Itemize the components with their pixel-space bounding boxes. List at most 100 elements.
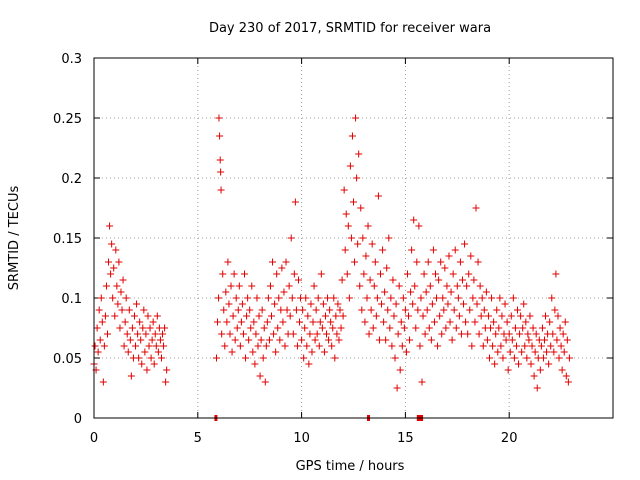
data-point [390,312,398,320]
data-point [334,300,342,308]
data-point [374,192,382,200]
data-point [292,306,300,314]
data-point [559,330,567,338]
data-point [396,366,404,374]
data-point [477,312,485,320]
data-point [353,174,361,182]
data-point [321,312,329,320]
data-point [117,288,125,296]
data-point [421,330,429,338]
data-point [437,258,445,266]
data-point [256,372,264,380]
data-point [275,294,283,302]
data-point [538,324,546,332]
data-point [110,264,118,272]
data-point [546,318,554,326]
x-tick-label: 0 [90,431,98,446]
data-point [232,294,240,302]
data-point [475,330,483,338]
data-point [237,318,245,326]
data-point [470,276,478,284]
data-point [344,222,352,230]
data-point [339,312,347,320]
y-tick-label: 0.25 [53,112,82,127]
data-point [539,354,547,362]
data-point [399,294,407,302]
data-point [333,330,341,338]
y-tick-label: 0.15 [53,232,82,247]
data-point [105,258,113,266]
data-point [248,282,256,290]
data-point [222,288,230,296]
data-point [473,300,481,308]
data-point [230,270,238,278]
data-point [525,336,533,344]
data-point [386,324,394,332]
data-point [93,324,101,332]
data-point [159,330,167,338]
data-point [305,360,313,368]
data-point [267,312,275,320]
data-point [502,336,510,344]
data-point [109,294,117,302]
data-point [532,330,540,338]
data-point [106,222,114,230]
data-point [331,354,339,362]
data-point [408,246,416,254]
data-point [565,354,573,362]
data-point [464,330,472,338]
data-point [363,294,371,302]
data-point [397,318,405,326]
data-point [564,378,572,386]
data-point [552,270,560,278]
data-point [327,318,335,326]
data-point [376,270,384,278]
data-point [323,330,331,338]
y-tick-label: 0.05 [53,352,82,367]
data-point [160,342,168,350]
data-point [304,312,312,320]
data-point [259,354,267,362]
data-point [257,336,265,344]
data-point [101,312,109,320]
data-point [355,150,363,158]
data-point [441,264,449,272]
data-point [560,348,568,356]
data-point [145,342,153,350]
data-point [436,312,444,320]
data-point [277,306,285,314]
data-point [335,336,343,344]
data-point [514,306,522,314]
data-point [490,318,498,326]
data-point [526,312,534,320]
data-point [417,294,425,302]
data-point [118,306,126,314]
axis-ticks: 0 5 10 15 20 0 0.05 0.1 0.15 0.2 0.25 0.3 [53,52,613,446]
data-point [359,234,367,242]
data-point [366,276,374,284]
data-point [218,330,226,338]
data-point [122,294,130,302]
data-point [260,324,268,332]
data-point [278,264,286,272]
data-point [136,318,144,326]
chart-title: Day 230 of 2017, SRMTID for receiver war… [209,21,491,36]
data-point [501,300,509,308]
data-point [509,294,517,302]
data-point [536,366,544,374]
data-point [264,294,272,302]
data-point [219,270,227,278]
data-point [411,282,419,290]
data-point [483,336,491,344]
data-point [494,348,502,356]
data-point [340,186,348,194]
data-point [261,378,269,386]
data-point [447,288,455,296]
data-point [378,300,386,308]
data-point [140,306,148,314]
data-point [132,342,140,350]
data-points [90,114,573,392]
data-point [429,246,437,254]
data-point [485,354,493,362]
data-point [146,324,154,332]
